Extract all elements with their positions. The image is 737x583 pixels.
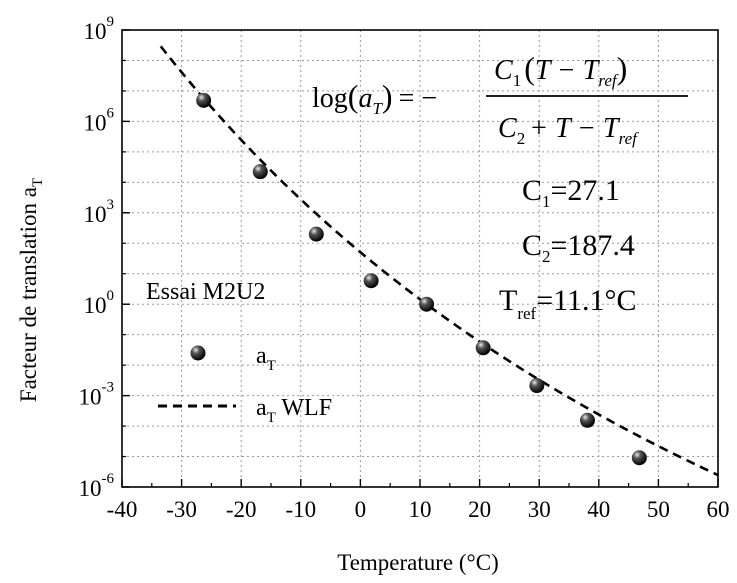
x-tick-label: 20 [468,497,491,522]
wlf-parameters: C1=27.1 C2=187.4 Tref=11.1°C [499,174,637,323]
wlf-curve-layer [159,45,719,477]
x-tick-label: 30 [528,497,551,522]
data-point [252,164,268,180]
x-tick-label: -40 [107,497,138,522]
data-points-layer [196,92,647,466]
wlf-curve [159,45,719,477]
x-tick-label: 40 [587,497,610,522]
data-point [196,92,212,108]
param-tref: Tref=11.1°C [499,284,637,323]
x-tick-label: -10 [285,497,316,522]
annotation-essai: Essai M2U2 [146,279,265,305]
x-tick-label: -30 [166,497,197,522]
x-tick-label: 50 [647,497,670,522]
y-tick-labels: 109 106 103 100 10-3 10-6 [79,14,115,501]
formula-denominator: C2 + T − Tref [498,113,639,148]
x-tick-label: -20 [226,497,257,522]
data-point [579,412,595,428]
data-point [529,378,545,394]
y-tick-label: 10-6 [79,471,115,501]
legend-marker-ball [190,345,206,361]
param-c2: C2=187.4 [522,229,635,266]
legend-item-wlf: aT WLF [158,395,332,426]
y-tick-label: 103 [84,197,115,227]
param-c1: C1=27.1 [522,174,620,211]
y-tick-label: 109 [84,14,115,44]
data-point [475,340,491,356]
formula-numerator: C1(T − Tref) [494,50,627,90]
legend-item-points: aT [190,343,276,374]
data-point [419,296,435,312]
formula-lhs: log(aT) = − [312,78,437,118]
legend-label-points: aT [256,343,276,374]
wlf-formula: log(aT) = − C1(T − Tref) C2 + T − Tref [312,50,688,148]
data-point [363,273,379,289]
axis-ticks [121,29,719,488]
y-axis-label: Facteur de translation aT [16,178,46,402]
legend-label-wlf: aT WLF [256,395,332,426]
data-point [631,450,647,466]
y-tick-label: 106 [84,105,115,135]
x-tick-label: 10 [409,497,432,522]
grid [122,30,718,487]
x-axis-label: Temperature (°C) [337,550,498,575]
x-tick-label: 60 [707,497,730,522]
y-tick-label: 100 [84,288,115,318]
x-tick-label: 0 [355,497,367,522]
data-point [308,226,324,242]
legend: aT aT WLF [158,343,332,426]
x-tick-labels: -40 -30 -20 -10 0 10 20 30 40 50 60 [107,497,730,522]
y-tick-label: 10-3 [79,380,115,410]
